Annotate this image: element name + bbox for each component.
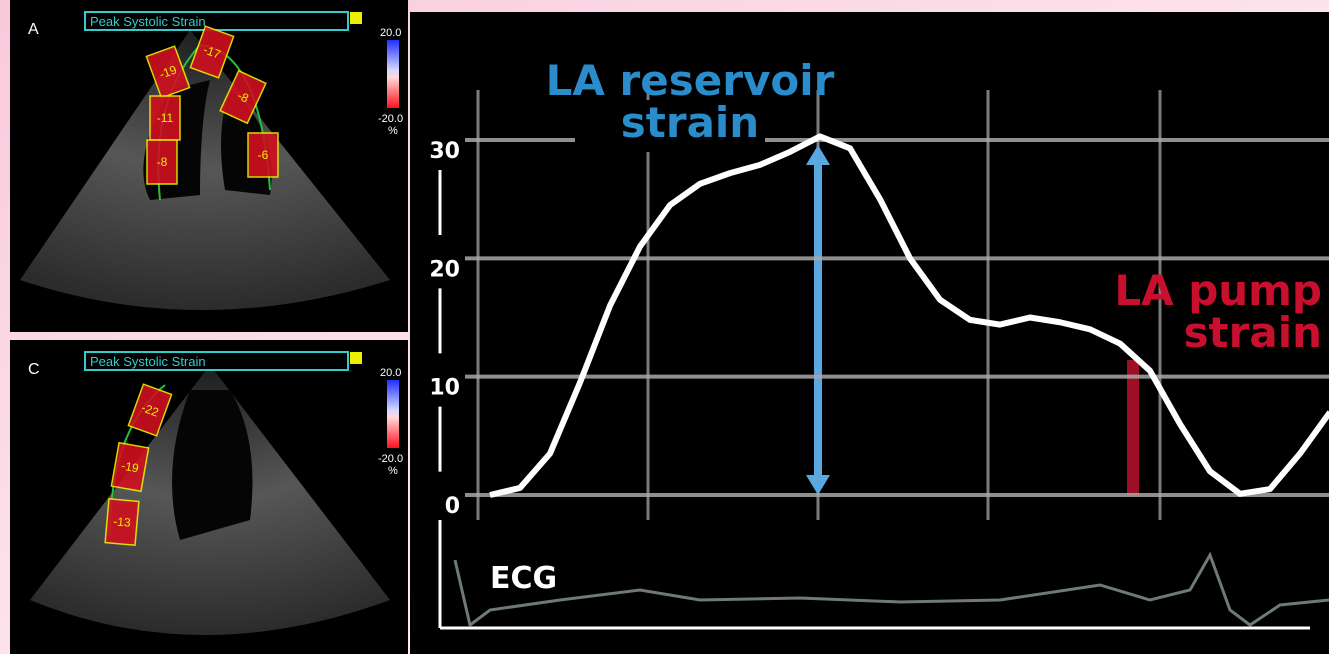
segment-box [189,25,235,79]
title-box [84,351,349,371]
scale-min: -20.0 [378,453,403,465]
segment: -17 [189,25,235,79]
scale-unit: % [388,465,398,477]
echo-cavity [172,390,253,540]
marker-icon [350,12,362,24]
segment-box [145,45,191,99]
segment-value: -17 [201,42,222,61]
panel-label: A [28,21,39,38]
segment: -8 [219,69,267,125]
segment-box [247,132,279,178]
segment-value: -13 [113,514,132,529]
scale-max: 20.0 [380,27,401,39]
segment-value: -11 [157,111,174,125]
color-bar [387,380,399,448]
panel-label: C [28,361,40,378]
chart-area [410,12,1329,654]
segment-value: -19 [120,459,140,476]
segment: -19 [110,441,150,493]
y-tick-label: 30 [429,139,460,164]
scale-max: 20.0 [380,367,401,379]
segment-value: -19 [157,62,178,81]
y-tick-label: 10 [429,376,460,401]
segment: -13 [104,497,140,547]
scale-unit: % [388,125,398,137]
scale-min: -20.0 [378,113,403,125]
segment-value: -8 [157,155,168,169]
y-tick-label: 20 [429,257,460,282]
segment-box [127,383,173,437]
annotation: LA pump [1114,266,1322,315]
annotation: strain [621,98,759,147]
color-bar [387,40,399,108]
segment-value: -6 [258,148,269,162]
ecg-trace [453,551,1329,628]
annotation: LA reservoir [546,56,835,105]
ecg-label: ECG [490,561,557,596]
label-backdrop [575,100,765,152]
segment: -8 [146,139,178,185]
y-tick-label: 0 [445,494,460,519]
marker-icon [350,352,362,364]
segment-box [149,95,181,141]
segment-box [110,441,150,493]
segment-box [146,139,178,185]
segment-box [104,497,140,547]
echo-image [20,30,390,310]
segment: -6 [247,132,279,178]
segment-box [219,69,267,125]
strain-curve [489,133,1329,498]
panel-title: Peak Systolic Strain [90,14,206,29]
segment: -22 [127,383,173,437]
segment-value: -22 [139,400,160,419]
segment: -19 [145,45,191,99]
annotation: strain [1184,308,1322,357]
panel-title: Peak Systolic Strain [90,354,206,369]
segment: -11 [149,95,181,141]
